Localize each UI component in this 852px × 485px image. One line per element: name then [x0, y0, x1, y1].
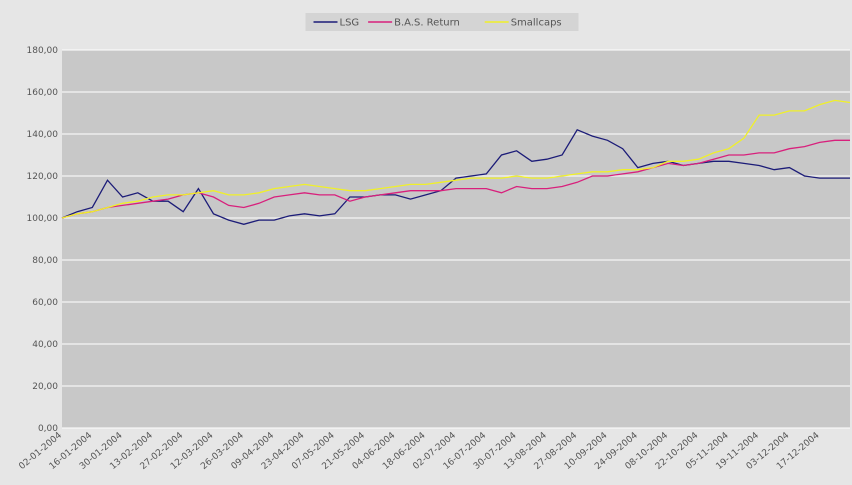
y-tick-label: 0,00	[38, 424, 58, 434]
y-tick-label: 100,00	[27, 214, 59, 224]
plot-area	[62, 50, 850, 428]
legend-label: Smallcaps	[511, 18, 562, 29]
legend: LSG B.A.S. Return Smallcaps	[305, 13, 579, 31]
legend-label: B.A.S. Return	[394, 18, 460, 29]
y-tick-label: 140,00	[27, 130, 59, 140]
y-tick-label: 40,00	[32, 340, 58, 350]
series-line	[61, 99, 851, 219]
y-tick-label: 160,00	[27, 88, 59, 98]
y-tick-label: 60,00	[32, 298, 58, 308]
legend-box	[305, 13, 579, 31]
series-line	[61, 128, 850, 225]
y-tick-label: 20,00	[32, 382, 58, 392]
y-tick-label: 80,00	[32, 256, 58, 266]
y-tick-label: 180,00	[27, 46, 59, 56]
y-tick-label: 120,00	[27, 172, 59, 182]
legend-label: LSG	[340, 18, 360, 29]
